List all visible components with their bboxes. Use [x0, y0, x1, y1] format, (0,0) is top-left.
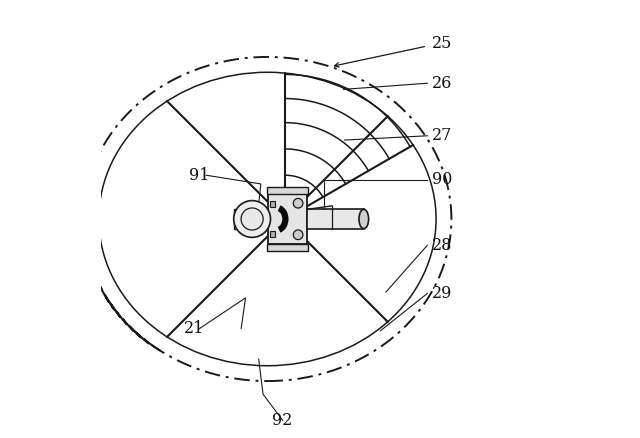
Text: 29: 29 [432, 285, 452, 302]
Bar [269, 201, 275, 207]
Circle shape [293, 198, 303, 208]
Bar [269, 231, 275, 237]
Bar [268, 187, 308, 194]
Bar [307, 209, 364, 229]
Text: 21: 21 [184, 320, 205, 337]
Text: 28: 28 [432, 237, 452, 254]
Text: 27: 27 [432, 127, 452, 144]
Text: 91: 91 [189, 167, 209, 184]
Bar [234, 209, 256, 229]
Text: 25: 25 [432, 35, 452, 52]
Circle shape [234, 201, 271, 237]
Bar [268, 194, 307, 244]
Circle shape [293, 230, 303, 240]
Circle shape [241, 208, 263, 230]
Ellipse shape [359, 209, 369, 229]
Text: 92: 92 [272, 412, 292, 429]
Text: 90: 90 [432, 171, 452, 188]
Bar [268, 244, 308, 251]
Text: 26: 26 [432, 75, 452, 92]
